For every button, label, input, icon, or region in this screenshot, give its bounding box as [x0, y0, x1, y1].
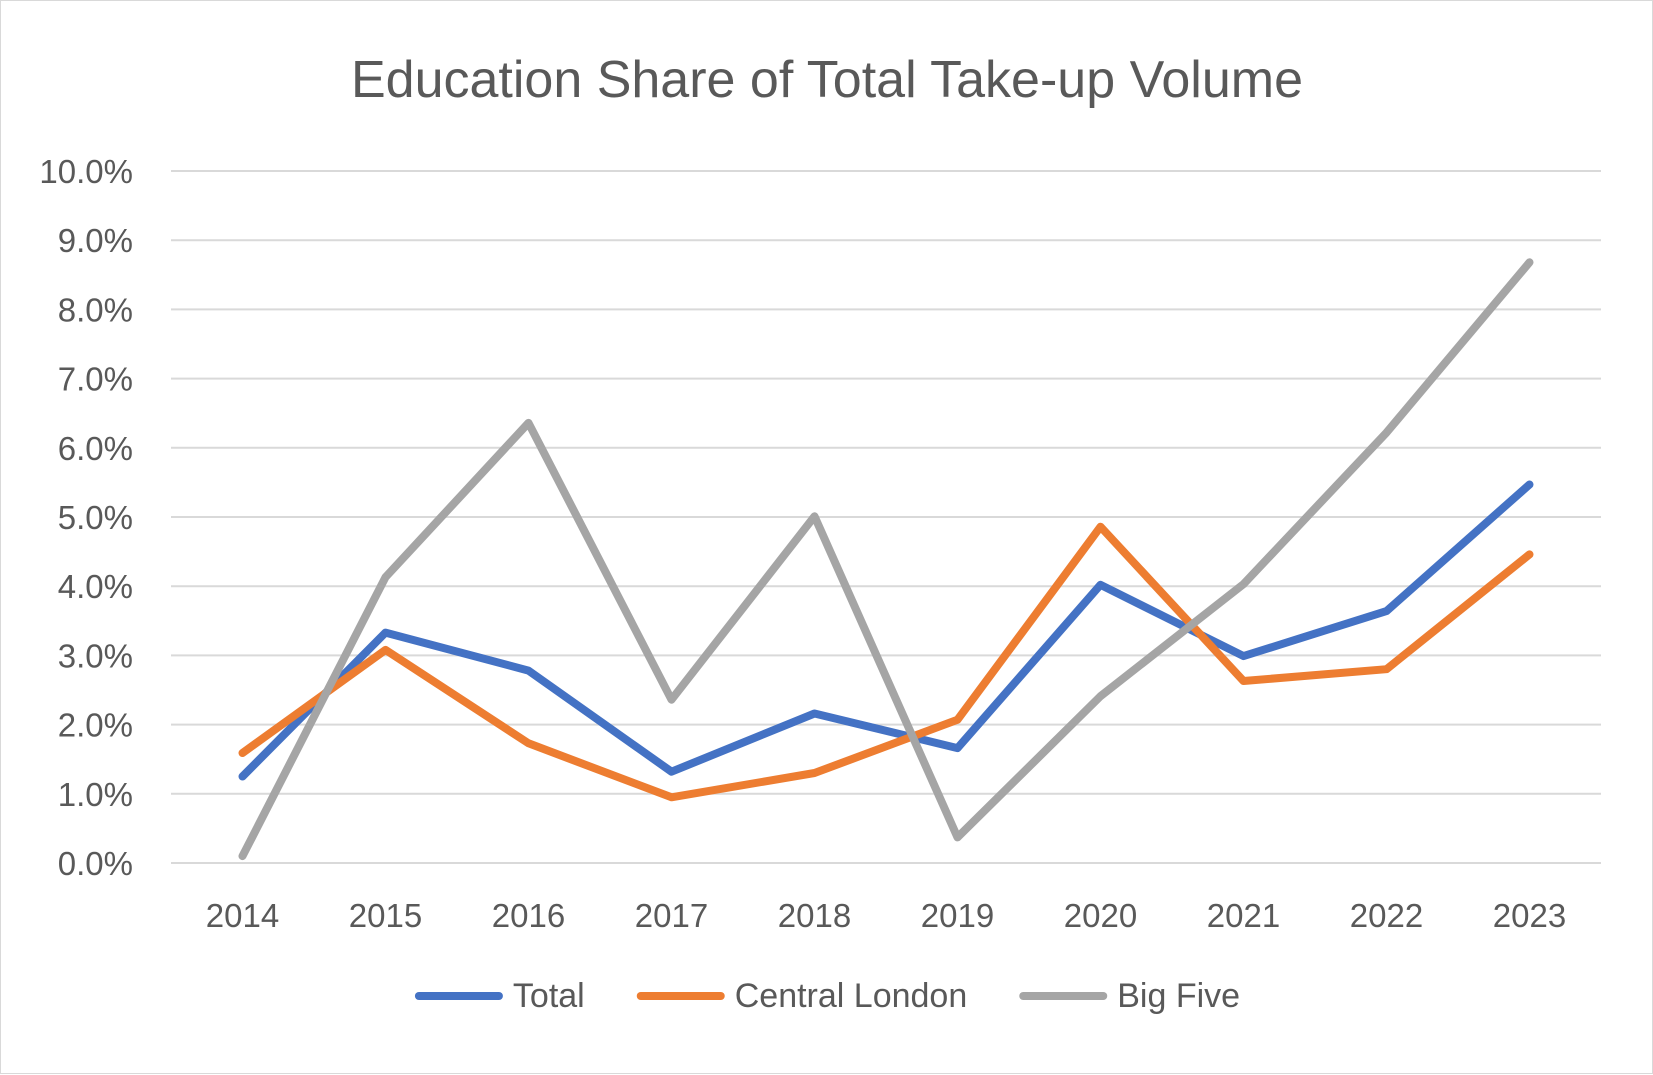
x-tick-label: 2018 [778, 897, 851, 934]
y-tick-label: 6.0% [58, 430, 133, 467]
data-point [671, 796, 672, 798]
x-tick-label: 2019 [921, 897, 994, 934]
data-point [957, 747, 958, 749]
x-tick-label: 2021 [1207, 897, 1280, 934]
data-point [242, 855, 243, 857]
data-point [1243, 655, 1244, 657]
x-tick-label: 2016 [492, 897, 565, 934]
series-line-big-five [238, 258, 1534, 861]
data-point [1529, 261, 1530, 263]
x-tick-label: 2014 [206, 897, 279, 934]
data-point [1243, 583, 1244, 585]
data-point [242, 776, 243, 777]
data-point [385, 649, 386, 651]
x-tick-label: 2023 [1493, 897, 1566, 934]
series-line-central-london [238, 522, 1534, 802]
data-point [1100, 695, 1101, 697]
data-point [1386, 432, 1387, 434]
legend-label: Big Five [1117, 977, 1240, 1015]
series-line-total [238, 480, 1534, 781]
gridlines [171, 170, 1601, 864]
y-tick-label: 10.0% [39, 153, 133, 190]
data-point [957, 836, 958, 838]
y-tick-label: 1.0% [58, 776, 133, 813]
legend-label: Central London [735, 977, 968, 1015]
data-point [1100, 584, 1101, 586]
data-point [957, 719, 958, 721]
data-point [1386, 668, 1387, 670]
data-point [1529, 483, 1530, 485]
y-tick-label: 3.0% [58, 637, 133, 674]
series-lines [238, 258, 1534, 861]
data-point [814, 713, 815, 715]
legend: Total Central London Big Five [414, 977, 1240, 1015]
data-point [1386, 610, 1387, 612]
x-tick-label: 2015 [349, 897, 422, 934]
data-point [528, 742, 529, 744]
data-point [1529, 553, 1530, 555]
data-point [671, 699, 672, 701]
y-axis-tick-labels: 0.0% 1.0% 2.0% 3.0% 4.0% 5.0% 6.0% 7.0% 8.0% 9.0%… [39, 153, 133, 882]
x-tick-label: 2017 [635, 897, 708, 934]
y-tick-label: 9.0% [58, 222, 133, 259]
data-point [242, 752, 243, 754]
x-axis-tick-labels: 2014 2015 2016 2017 2018 2019 2020 2021 2022 2023 [206, 897, 1566, 934]
data-point [385, 576, 386, 578]
x-tick-label: 2020 [1064, 897, 1137, 934]
y-tick-label: 7.0% [58, 361, 133, 398]
chart-title: Education Share of Total Take-up Volume [351, 51, 1303, 109]
data-point [1243, 680, 1244, 682]
data-point [814, 772, 815, 774]
data-point [1100, 526, 1101, 528]
y-tick-label: 0.0% [58, 845, 133, 882]
data-point [814, 515, 815, 517]
y-tick-label: 4.0% [58, 568, 133, 605]
y-tick-label: 5.0% [58, 499, 133, 536]
legend-item-big-five: Big Five [1019, 977, 1240, 1015]
y-tick-label: 2.0% [58, 707, 133, 744]
x-tick-label: 2022 [1350, 897, 1423, 934]
data-point [528, 422, 529, 424]
legend-label: Total [513, 977, 585, 1015]
data-point [385, 632, 386, 634]
y-tick-label: 8.0% [58, 291, 133, 328]
data-point [671, 771, 672, 773]
legend-item-total: Total [414, 977, 585, 1015]
legend-item-central-london: Central London [636, 977, 968, 1015]
data-point [528, 670, 529, 672]
